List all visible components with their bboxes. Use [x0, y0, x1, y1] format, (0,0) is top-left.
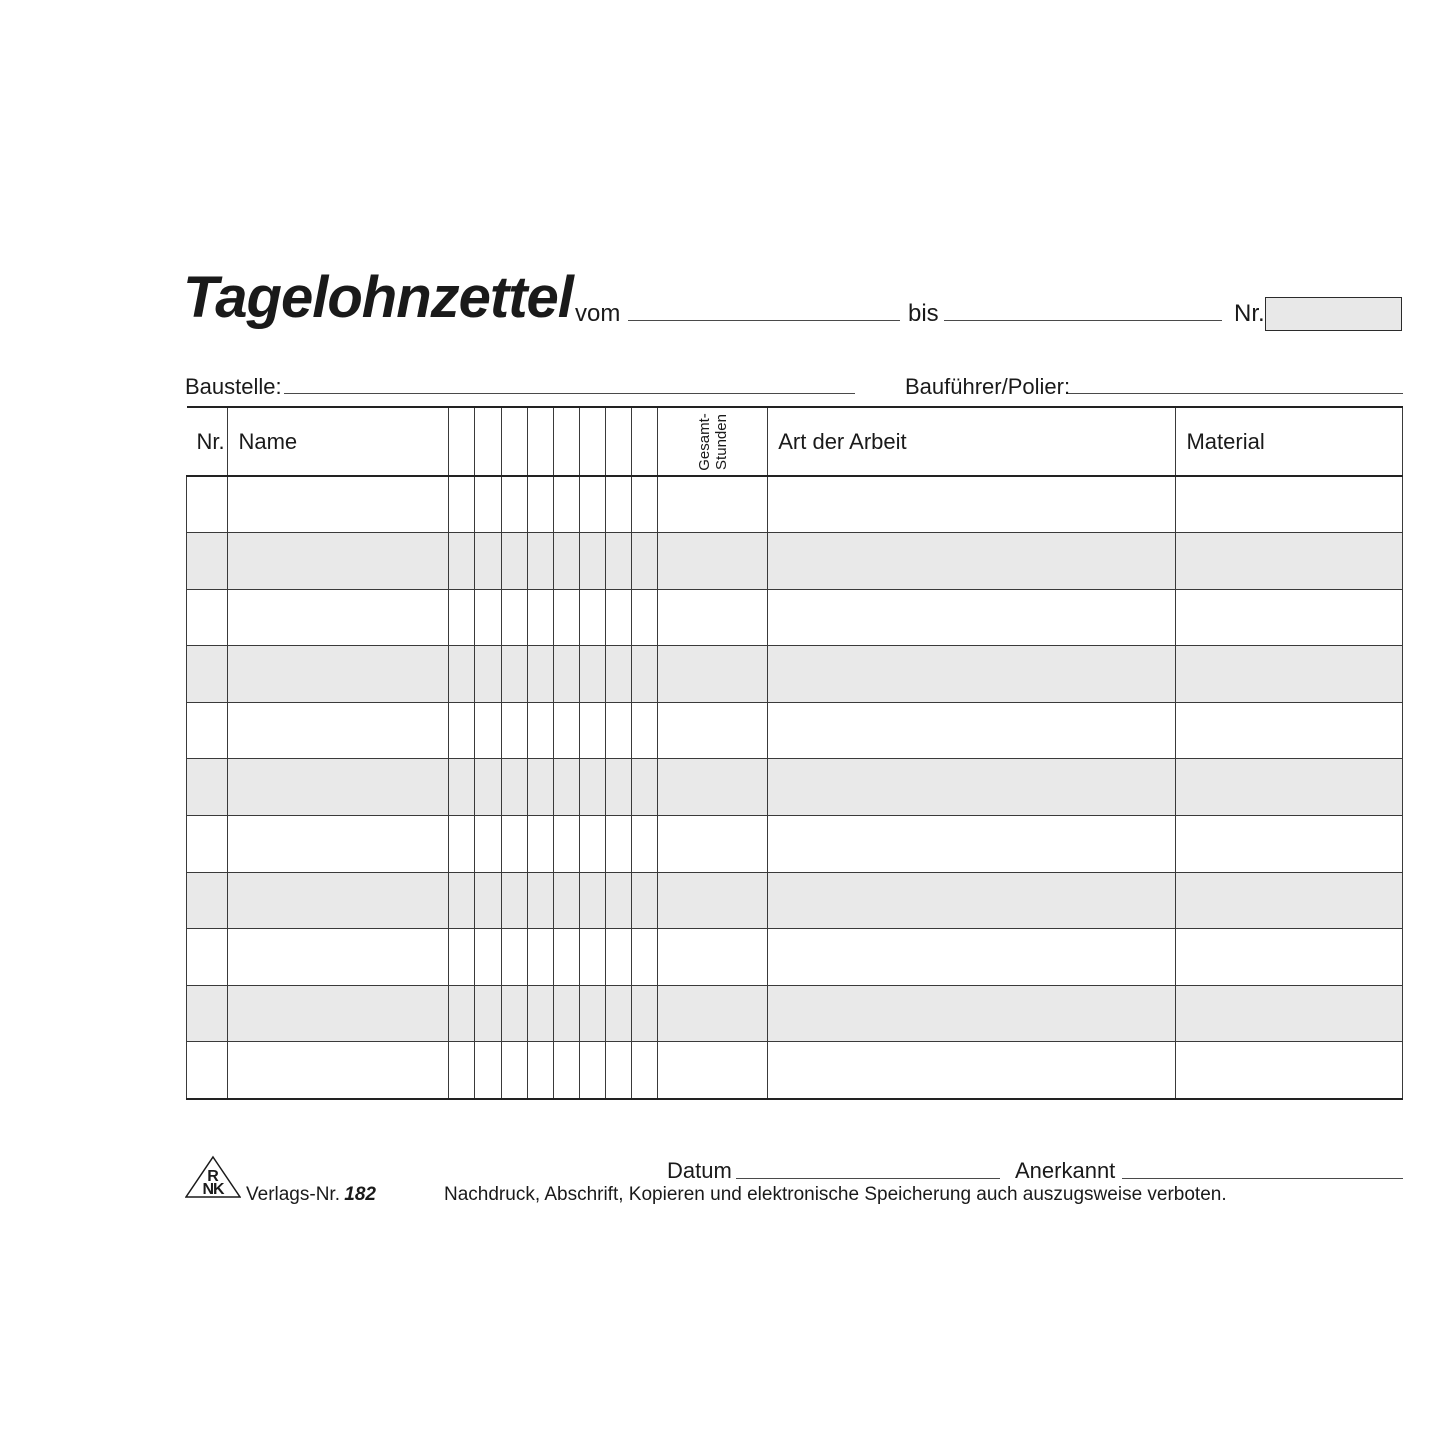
svg-text:NK: NK	[202, 1181, 225, 1198]
